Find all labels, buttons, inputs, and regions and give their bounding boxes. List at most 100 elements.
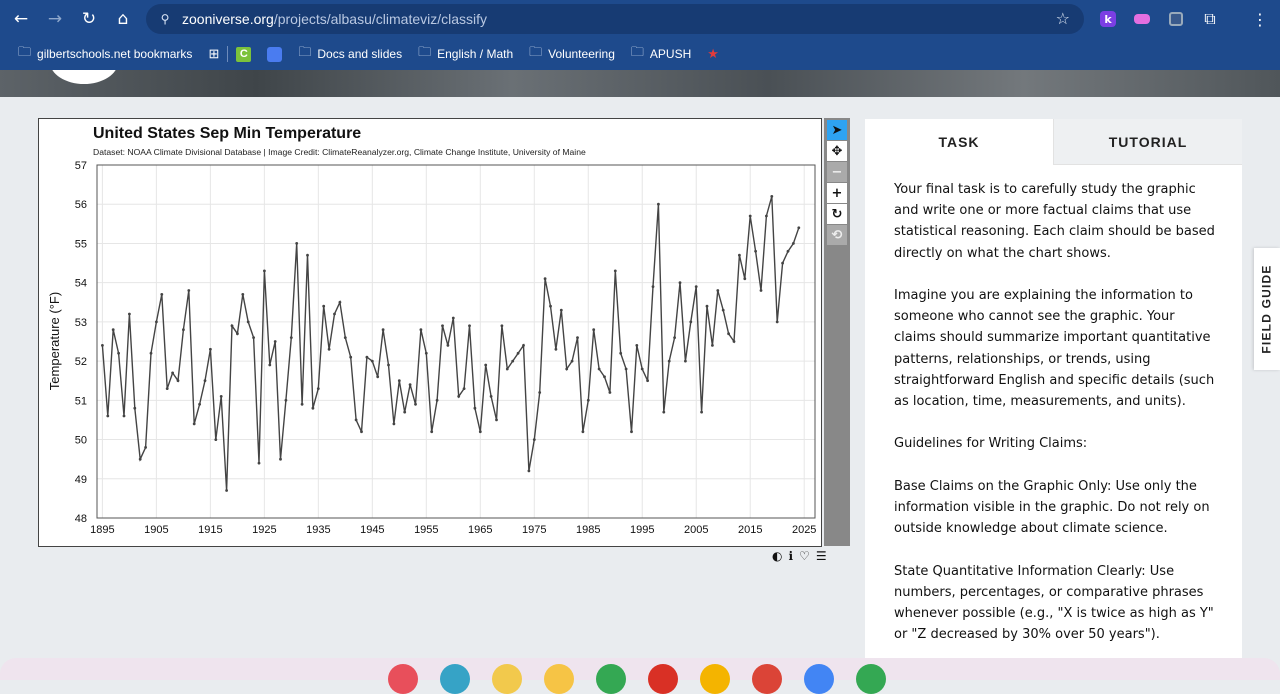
home-icon[interactable]: ⌂ bbox=[117, 9, 129, 29]
reset-icon[interactable]: ⟲ bbox=[827, 225, 847, 245]
data-point bbox=[165, 387, 169, 390]
url-text[interactable]: zooniverse.org/projects/albasu/climatevi… bbox=[182, 11, 487, 27]
heart-icon[interactable]: ♡ bbox=[799, 549, 810, 563]
data-point bbox=[716, 289, 720, 292]
data-point bbox=[343, 336, 347, 339]
y-tick-label: 57 bbox=[75, 160, 87, 172]
bookmark-folder-volunteering[interactable]: 🗀 Volunteering bbox=[521, 42, 623, 66]
data-point bbox=[241, 293, 245, 296]
bookmarks-bar: 🗀 gilbertschools.net bookmarks ⊞ C 🗀 Docs … bbox=[0, 38, 1280, 70]
bookmark-apps[interactable]: ⊞ bbox=[200, 42, 227, 66]
forward-arrow-icon[interactable]: → bbox=[47, 9, 63, 29]
data-point bbox=[462, 387, 466, 390]
list-icon[interactable]: ☰ bbox=[815, 549, 827, 563]
data-point bbox=[397, 379, 401, 383]
k-extension-icon[interactable]: k bbox=[1096, 7, 1120, 31]
select-arrow-icon[interactable]: ➤ bbox=[827, 120, 847, 140]
puzzle-extension-icon[interactable] bbox=[1130, 7, 1154, 31]
y-tick-label: 51 bbox=[75, 395, 87, 407]
slides-app-icon[interactable] bbox=[700, 664, 730, 694]
data-point bbox=[279, 457, 282, 461]
project-banner bbox=[0, 70, 1280, 97]
data-point bbox=[295, 242, 299, 245]
bookmark-pattern-app[interactable] bbox=[259, 42, 290, 66]
data-point bbox=[511, 359, 515, 363]
keep-app-icon[interactable] bbox=[544, 664, 574, 694]
task-instructions: Your final task is to carefully study th… bbox=[865, 165, 1242, 645]
extensions-icon[interactable]: ⧉ bbox=[1204, 9, 1216, 28]
profile-extension-icon[interactable] bbox=[1164, 7, 1188, 31]
pattern-app-icon bbox=[267, 46, 283, 62]
data-point bbox=[586, 398, 590, 402]
data-point bbox=[192, 422, 196, 426]
data-point bbox=[225, 489, 229, 492]
data-point bbox=[392, 422, 396, 426]
bookmark-folder-docs[interactable]: 🗀 Docs and slides bbox=[290, 42, 410, 66]
rotate-icon[interactable]: ↻ bbox=[827, 204, 847, 224]
x-tick-label: 1935 bbox=[306, 524, 330, 536]
address-bar[interactable]: ⚲ zooniverse.org/projects/albasu/climate… bbox=[146, 4, 1084, 34]
reload-icon[interactable]: ↻ bbox=[81, 9, 97, 29]
pan-move-icon[interactable]: ✥ bbox=[827, 141, 847, 161]
data-point bbox=[468, 324, 471, 328]
classroom-app-icon[interactable] bbox=[492, 664, 522, 694]
bookmark-folder-english-math[interactable]: 🗀 English / Math bbox=[410, 42, 521, 66]
site-info-icon[interactable]: ⚲ bbox=[160, 12, 170, 26]
music-app-icon[interactable] bbox=[440, 664, 470, 694]
y-axis-label: Temperature (°F) bbox=[47, 292, 62, 390]
data-point bbox=[198, 402, 202, 406]
contrast-icon[interactable]: ◐ bbox=[772, 549, 783, 563]
project-avatar bbox=[50, 70, 118, 84]
data-point bbox=[257, 461, 261, 465]
gmail-app-icon[interactable] bbox=[648, 664, 678, 694]
field-guide-tab[interactable]: FIELD GUIDE bbox=[1254, 248, 1280, 370]
chart-viewer[interactable]: United States Sep Min Temperature Datase… bbox=[38, 118, 822, 547]
chrome-app-icon[interactable] bbox=[752, 664, 782, 694]
data-point bbox=[414, 402, 417, 406]
data-point bbox=[284, 398, 288, 402]
play-store-app-icon[interactable] bbox=[856, 664, 886, 694]
chart-subtitle: Dataset: NOAA Climate Divisional Databas… bbox=[93, 147, 586, 157]
data-point bbox=[360, 430, 363, 434]
url-host: zooniverse.org bbox=[182, 11, 274, 27]
data-point bbox=[775, 320, 779, 324]
chart-toolbar: ➤ ✥ − + ↻ ⟲ bbox=[824, 118, 850, 546]
instruction-paragraph: Base Claims on the Graphic Only: Use onl… bbox=[894, 478, 1210, 537]
info-icon[interactable]: ℹ bbox=[788, 549, 794, 563]
zoom-out-icon[interactable]: − bbox=[827, 162, 847, 182]
folder-icon: 🗀 bbox=[418, 44, 432, 59]
x-tick-label: 2005 bbox=[684, 524, 708, 536]
bookmark-folder-apush[interactable]: 🗀 APUSH bbox=[623, 42, 699, 66]
bookmark-star-icon[interactable]: ☆ bbox=[1055, 9, 1070, 28]
data-point bbox=[316, 387, 320, 390]
plot-frame bbox=[96, 164, 816, 519]
data-point bbox=[489, 395, 493, 398]
x-tick-label: 1905 bbox=[144, 524, 168, 536]
data-point bbox=[327, 347, 331, 351]
bookmark-flag-app[interactable]: ★ bbox=[699, 42, 727, 66]
data-point bbox=[651, 285, 655, 288]
bookmarks-divider bbox=[227, 46, 229, 62]
data-point bbox=[657, 202, 660, 206]
drive-app-icon[interactable] bbox=[596, 664, 626, 694]
back-arrow-icon[interactable]: ← bbox=[13, 9, 29, 29]
tab-task[interactable]: TASK bbox=[865, 119, 1053, 165]
menu-kebab-icon[interactable]: ⋮ bbox=[1252, 9, 1268, 29]
x-tick-label: 1895 bbox=[90, 524, 114, 536]
data-point bbox=[554, 347, 558, 351]
bookmark-c-app[interactable]: C bbox=[228, 42, 259, 66]
data-point bbox=[322, 304, 326, 308]
x-tick-label: 1915 bbox=[198, 524, 222, 536]
data-point bbox=[732, 340, 736, 343]
data-point bbox=[252, 336, 256, 339]
data-point bbox=[365, 355, 369, 359]
y-tick-label: 55 bbox=[75, 238, 87, 250]
docs-app-icon[interactable] bbox=[804, 664, 834, 694]
data-point bbox=[770, 195, 774, 198]
game-app-icon[interactable] bbox=[388, 664, 418, 694]
bookmark-managed-folder[interactable]: 🗀 gilbertschools.net bookmarks bbox=[10, 42, 200, 66]
tab-tutorial[interactable]: TUTORIAL bbox=[1053, 119, 1242, 165]
chart-ticks: 48 49 50 51 52 53 54 55 56 57 1895 1905 1915 1925 1935… bbox=[75, 160, 817, 536]
x-tick-label: 1955 bbox=[414, 524, 438, 536]
zoom-in-icon[interactable]: + bbox=[827, 183, 847, 203]
